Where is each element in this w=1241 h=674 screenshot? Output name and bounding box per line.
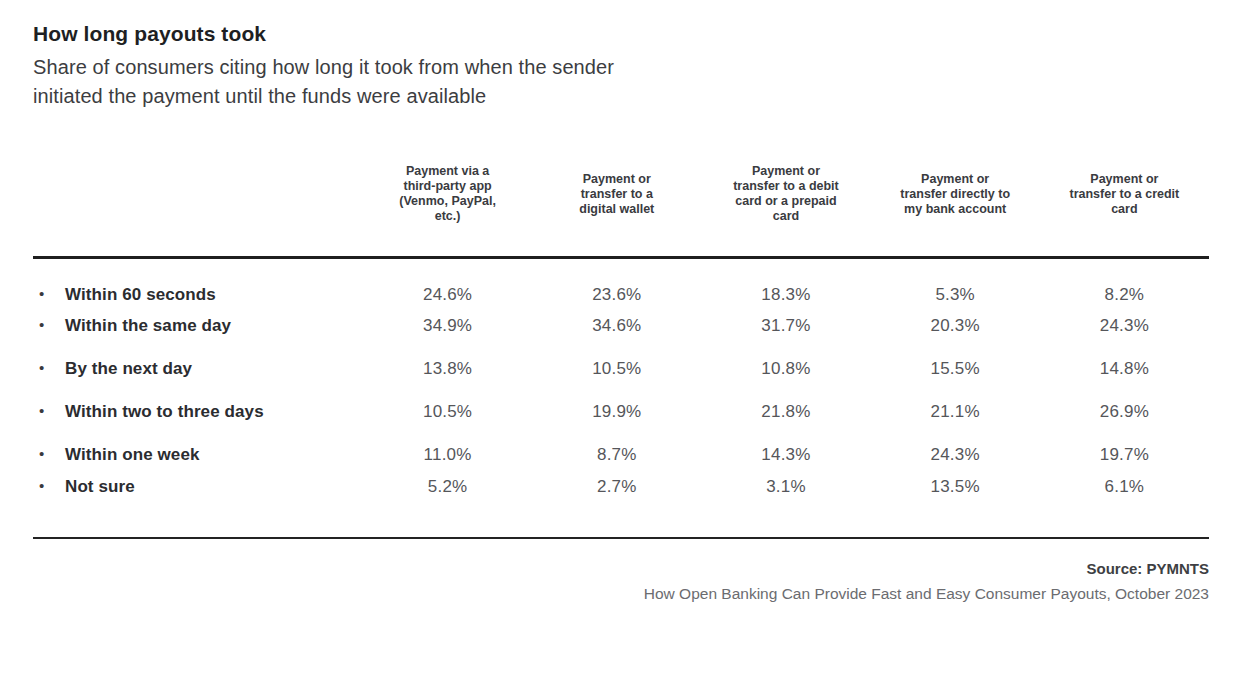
value-cell: 19.7% [1040,434,1209,477]
value-cell: 8.7% [532,434,701,477]
bullet-icon: • [39,359,65,376]
value-cell: 24.3% [1040,305,1209,348]
payouts-duration-figure: How long payouts took Share of consumers… [0,0,1241,674]
column-header-credit-card: Payment or transfer to a credit card [1040,121,1209,257]
column-header-label: Payment or transfer directly to my bank … [899,172,1011,217]
column-header-bank-account: Payment or transfer directly to my bank … [871,121,1040,257]
subtitle-line-1: Share of consumers citing how long it to… [33,53,1208,82]
value-cell: 2.7% [532,477,701,538]
payout-times-table: Payment via a third-party app (Venmo, Pa… [33,121,1209,539]
value-cell: 31.7% [701,305,870,348]
row-label-cell: •Within one week [33,434,363,477]
table-row-within-same-day: •Within the same day 34.9% 34.6% 31.7% 2… [33,305,1209,348]
column-header-label: Payment or transfer to a debit card or a… [730,164,842,224]
value-cell: 21.1% [871,391,1040,434]
value-cell: 11.0% [363,434,532,477]
row-label: Within two to three days [65,402,264,421]
row-label-cell: •Within the same day [33,305,363,348]
column-header-label: Payment via a third-party app (Venmo, Pa… [392,164,504,224]
column-header-label: Payment or transfer to a digital wallet [561,172,673,217]
row-label: Within 60 seconds [65,285,216,304]
column-header-debit-prepaid-card: Payment or transfer to a debit card or a… [701,121,870,257]
value-cell: 19.9% [532,391,701,434]
value-cell: 3.1% [701,477,870,538]
value-cell: 8.2% [1040,257,1209,305]
table-header-row: Payment via a third-party app (Venmo, Pa… [33,121,1209,257]
value-cell: 21.8% [701,391,870,434]
row-label: Not sure [65,477,135,496]
row-label-cell: •Not sure [33,477,363,538]
table-row-within-60-seconds: •Within 60 seconds 24.6% 23.6% 18.3% 5.3… [33,257,1209,305]
corner-cell [33,121,363,257]
row-label: By the next day [65,359,192,378]
value-cell: 34.6% [532,305,701,348]
value-cell: 20.3% [871,305,1040,348]
table-row-within-one-week: •Within one week 11.0% 8.7% 14.3% 24.3% … [33,434,1209,477]
value-cell: 10.8% [701,348,870,391]
value-cell: 26.9% [1040,391,1209,434]
row-label-cell: •Within two to three days [33,391,363,434]
table-row-not-sure: •Not sure 5.2% 2.7% 3.1% 13.5% 6.1% [33,477,1209,538]
value-cell: 5.3% [871,257,1040,305]
table-row-by-next-day: •By the next day 13.8% 10.5% 10.8% 15.5%… [33,348,1209,391]
column-header-digital-wallet: Payment or transfer to a digital wallet [532,121,701,257]
bullet-icon: • [39,402,65,419]
row-label: Within one week [65,445,200,464]
report-attribution: How Open Banking Can Provide Fast and Ea… [33,585,1209,603]
source-label: Source: PYMNTS [33,560,1209,577]
row-label-cell: •By the next day [33,348,363,391]
row-label-cell: •Within 60 seconds [33,257,363,305]
row-label: Within the same day [65,316,231,335]
value-cell: 13.5% [871,477,1040,538]
value-cell: 10.5% [532,348,701,391]
bullet-icon: • [39,445,65,462]
value-cell: 14.8% [1040,348,1209,391]
figure-footer: Source: PYMNTS How Open Banking Can Prov… [33,560,1209,603]
subtitle-line-2: initiated the payment until the funds we… [33,82,1208,111]
value-cell: 14.3% [701,434,870,477]
value-cell: 23.6% [532,257,701,305]
value-cell: 5.2% [363,477,532,538]
column-header-label: Payment or transfer to a credit card [1068,172,1180,217]
value-cell: 10.5% [363,391,532,434]
value-cell: 18.3% [701,257,870,305]
figure-subtitle: Share of consumers citing how long it to… [33,53,1208,111]
value-cell: 24.3% [871,434,1040,477]
bullet-icon: • [39,316,65,333]
value-cell: 15.5% [871,348,1040,391]
table-row-two-to-three-days: •Within two to three days 10.5% 19.9% 21… [33,391,1209,434]
value-cell: 34.9% [363,305,532,348]
bullet-icon: • [39,285,65,302]
value-cell: 6.1% [1040,477,1209,538]
value-cell: 13.8% [363,348,532,391]
value-cell: 24.6% [363,257,532,305]
column-header-third-party-app: Payment via a third-party app (Venmo, Pa… [363,121,532,257]
bullet-icon: • [39,477,65,494]
page-title: How long payouts took [33,22,1208,46]
